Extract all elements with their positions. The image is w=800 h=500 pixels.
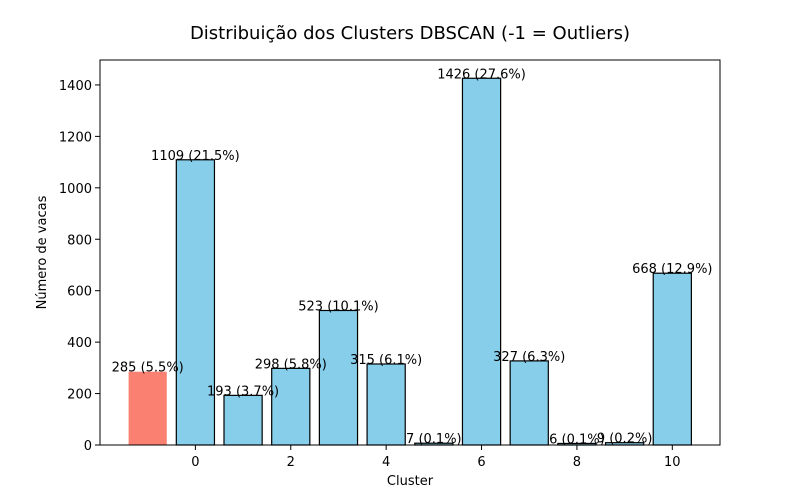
bar-cluster-2 [271, 367, 311, 446]
bar-cluster-1 [223, 394, 263, 446]
chart-title: Distribuição dos Clusters DBSCAN (-1 = O… [190, 23, 630, 44]
data-label-cluster-10: 668 (12.9%) [632, 262, 712, 277]
x-axis: 0 2 4 6 8 10 [191, 445, 681, 470]
data-label-cluster-5: 7 (0.1%) [406, 432, 462, 447]
data-label-cluster-3: 523 (10.1%) [298, 299, 378, 314]
data-label-cluster-2: 298 (5.8%) [255, 357, 327, 372]
x-axis-label: Cluster [387, 474, 434, 489]
x-tick-label: 6 [477, 455, 485, 470]
x-tick-label: 10 [664, 455, 681, 470]
y-tick-label: 1000 [59, 182, 92, 197]
y-tick-label: 200 [67, 388, 92, 403]
data-label-cluster-7: 327 (6.3%) [493, 350, 565, 365]
x-tick-label: 0 [191, 455, 199, 470]
y-tick-label: 0 [84, 439, 92, 454]
bar-cluster-3 [318, 309, 359, 446]
x-tick-label: 2 [287, 455, 295, 470]
data-label-cluster-6: 1426 (27.6%) [437, 67, 526, 82]
bar-cluster-6 [461, 77, 502, 446]
data-labels-group: 285 (5.5%) 1109 (21.5%) 193 (3.7%) 298 (5.8… [112, 67, 713, 447]
y-tick-label: 800 [67, 233, 92, 248]
data-label-cluster-8: 6 (0.1%) [549, 432, 605, 447]
y-tick-label: 1200 [59, 130, 92, 145]
x-tick-label: 4 [382, 455, 390, 470]
bar-outliers [128, 371, 167, 445]
data-label-cluster-0: 1109 (21.5%) [151, 149, 240, 164]
bars-group [128, 77, 692, 446]
y-axis-label: Número de vacas [35, 195, 50, 309]
data-label-cluster-9: 9 (0.2%) [597, 432, 653, 447]
y-axis: 0 200 400 600 800 1000 1200 1400 [59, 79, 100, 454]
bar-cluster-0 [175, 159, 216, 446]
data-label-cluster-1: 193 (3.7%) [207, 384, 279, 399]
plot-frame [99, 59, 721, 446]
bar-cluster-10 [652, 272, 692, 446]
data-label-cluster-outliers: 285 (5.5%) [112, 361, 184, 376]
data-label-cluster-4: 315 (6.1%) [350, 353, 422, 368]
bar-cluster-7 [509, 360, 549, 446]
y-tick-label: 400 [67, 336, 92, 351]
bar-cluster-4 [366, 363, 406, 446]
x-tick-label: 8 [573, 455, 581, 470]
y-tick-label: 1400 [59, 79, 92, 94]
y-tick-label: 600 [67, 285, 92, 300]
